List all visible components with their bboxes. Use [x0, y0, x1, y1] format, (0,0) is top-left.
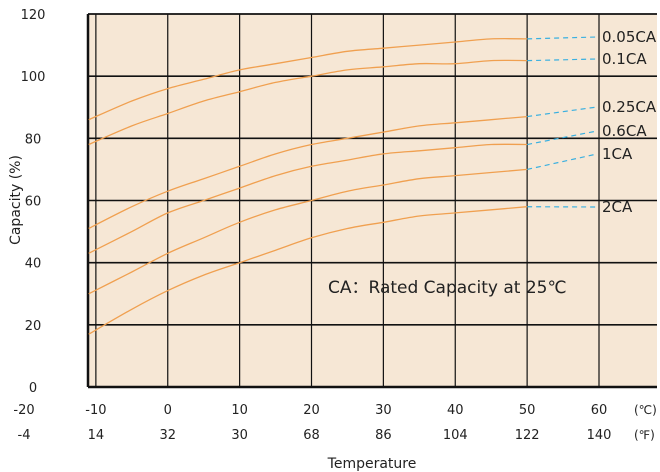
x-axis-label: Temperature — [327, 456, 417, 472]
leader-line — [527, 106, 598, 118]
x-tick-label: 40 — [447, 403, 464, 418]
y-tick-label: 0 — [29, 381, 37, 396]
x-tick-label-f: 104 — [443, 428, 468, 443]
x-tick-label-f: 140 — [587, 428, 612, 443]
unit-celsius: (℃) — [634, 403, 657, 417]
leader-line — [526, 153, 598, 171]
x-tick-label: -20 — [13, 403, 34, 418]
y-axis-label: Capacity (%) — [8, 155, 24, 245]
y-tick-label: 80 — [25, 132, 42, 147]
x-tick-label-f: 68 — [303, 428, 320, 443]
x-tick-label-f: 86 — [375, 428, 392, 443]
series-label: 1CA — [602, 145, 633, 163]
series-label: 0.05CA — [602, 28, 657, 46]
x-tick-label-f: -4 — [18, 428, 31, 443]
legend-leader-lines — [526, 36, 598, 208]
rated-capacity-note: CA：Rated Capacity at 25℃ — [328, 278, 567, 298]
x-tick-label-f: 32 — [159, 428, 176, 443]
series-label: 0.6CA — [602, 122, 647, 140]
series-line — [88, 59, 528, 146]
x-tick-label-f: 122 — [515, 428, 540, 443]
series-label: 0.25CA — [602, 98, 657, 116]
y-tick-labels: 0 20 40 60 80 100 120 — [21, 8, 46, 396]
leader-line — [527, 130, 598, 146]
y-tick-label: 120 — [21, 8, 46, 23]
x-tick-label: 10 — [231, 403, 248, 418]
x-tick-label: 50 — [519, 403, 536, 418]
x-tick-label: -10 — [85, 403, 106, 418]
series-line — [88, 37, 528, 121]
series-line — [88, 115, 528, 230]
series-line — [88, 206, 528, 335]
y-tick-label: 60 — [25, 195, 42, 210]
series-line — [88, 168, 528, 295]
series-label: 0.1CA — [602, 50, 647, 68]
y-tick-label: 20 — [25, 319, 42, 334]
x-tick-label: 0 — [164, 403, 172, 418]
x-tick-labels-celsius: -20 -10 0 10 20 30 40 50 60 — [13, 403, 607, 418]
series-labels: 0.05CA 0.1CA 0.25CA 0.6CA 1CA 2CA — [602, 28, 657, 216]
x-tick-label: 60 — [591, 403, 608, 418]
leader-line — [527, 36, 598, 40]
x-tick-label-f: 30 — [231, 428, 248, 443]
x-tick-labels-fahrenheit: -4 14 32 30 68 86 104 122 140 — [18, 428, 612, 443]
x-tick-label-f: 14 — [88, 428, 105, 443]
leader-line — [527, 58, 598, 62]
y-tick-label: 40 — [25, 257, 42, 272]
unit-fahrenheit: (℉) — [634, 428, 655, 442]
x-tick-label: 30 — [375, 403, 392, 418]
series-line — [88, 143, 528, 254]
x-tick-label: 20 — [303, 403, 320, 418]
series-label: 2CA — [602, 198, 633, 216]
series-curves — [88, 37, 528, 335]
y-tick-label: 100 — [21, 70, 46, 85]
